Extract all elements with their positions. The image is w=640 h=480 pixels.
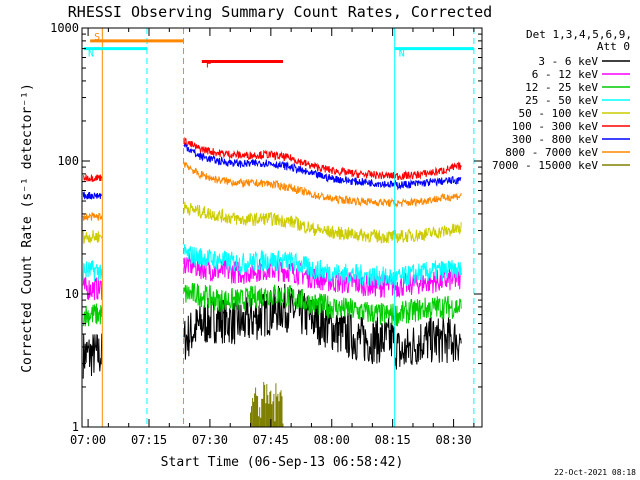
y-axis: 1 10 100 1000 — [50, 21, 482, 434]
y-tick-label: 100 — [57, 154, 79, 168]
legend-entry-label: 800 - 7000 keV — [505, 146, 598, 159]
legend-entry-label: 7000 - 15000 keV — [492, 159, 598, 172]
legend-entry-label: 100 - 300 keV — [512, 120, 598, 133]
series-line — [250, 382, 284, 427]
legend-entry-label: 6 - 12 keV — [532, 68, 599, 81]
x-tick-label: 07:30 — [192, 433, 228, 447]
x-axis: 07:00 07:15 07:30 07:45 08:00 08:15 08:30 — [70, 28, 475, 447]
series-line — [82, 141, 462, 200]
region-label: N — [399, 49, 405, 60]
legend-header-line-1: Det 1,3,4,5,6,9, — [526, 28, 632, 41]
legend-entry-label: 12 - 25 keV — [525, 81, 598, 94]
series-line — [83, 136, 462, 183]
x-tick-label: 07:45 — [253, 433, 289, 447]
y-tick-label: 10 — [65, 287, 79, 301]
legend-header-line-2: Att 0 — [597, 40, 630, 53]
footer-date: 22-Oct-2021 08:18 — [554, 468, 636, 477]
series-line — [82, 161, 462, 221]
region-label: N — [88, 49, 94, 60]
plot-area: SN NF — [82, 28, 475, 427]
y-tick-label: 1 — [72, 420, 79, 434]
x-tick-label: 07:00 — [70, 433, 106, 447]
x-tick-label: 08:30 — [436, 433, 472, 447]
x-tick-label: 07:15 — [131, 433, 167, 447]
plot-frame — [81, 27, 483, 428]
region-label: F — [206, 59, 212, 70]
y-tick-label: 1000 — [50, 21, 79, 35]
chart-title: RHESSI Observing Summary Count Rates, Co… — [68, 3, 492, 21]
region-label: S — [94, 32, 100, 43]
x-tick-label: 08:00 — [314, 433, 350, 447]
x-axis-label: Start Time (06-Sep-13 06:58:42) — [161, 455, 404, 470]
series-line — [82, 201, 462, 245]
y-axis-label: Corrected Count Rate (s⁻¹ detector⁻¹) — [20, 83, 35, 373]
x-tick-label: 08:15 — [375, 433, 411, 447]
series-line — [82, 282, 462, 327]
series-line — [82, 283, 462, 379]
legend-entry-label: 50 - 100 keV — [519, 107, 599, 120]
legend-entry-label: 3 - 6 keV — [538, 55, 598, 68]
legend-entry-label: 300 - 800 keV — [512, 133, 598, 146]
series-line — [82, 243, 462, 288]
legend-entry-label: 25 - 50 keV — [525, 94, 598, 107]
